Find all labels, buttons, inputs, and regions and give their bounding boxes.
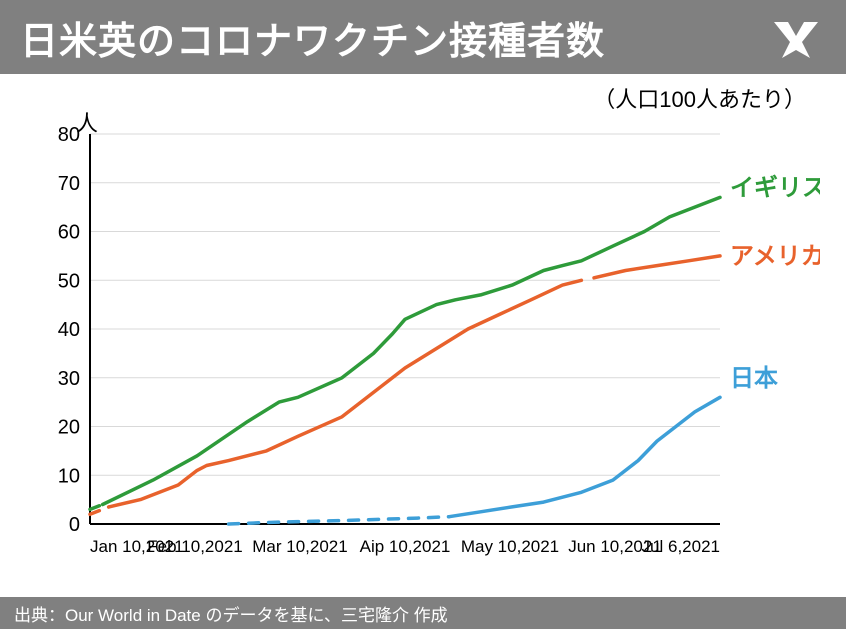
series-line-uk: [90, 505, 103, 510]
source-text: 出典：Our World in Date のデータを基に、三宅隆介 作成: [14, 601, 448, 626]
x-tick-label: Mar 10,2021: [252, 537, 347, 556]
x-tick-label: Aip 10,2021: [360, 537, 451, 556]
y-tick-label: 50: [58, 270, 80, 292]
x-tick-label: May 10,2021: [461, 537, 559, 556]
series-line-usa: [109, 280, 582, 507]
line-chart: 01020304050607080Jan 10,2021Feb 10,2021M…: [30, 120, 820, 570]
series-line-uk: [103, 197, 720, 504]
subtitle: （人口100人あたり）: [593, 82, 806, 114]
series-line-japan: [449, 397, 720, 516]
y-tick-label: 10: [58, 465, 80, 487]
y-tick-label: 70: [58, 173, 80, 195]
series-line-japan: [229, 517, 450, 524]
y-tick-label: 30: [58, 368, 80, 390]
y-tick-label: 40: [58, 319, 80, 341]
y-tick-label: 80: [58, 124, 80, 146]
header-bar: 日米英のコロナワクチン接種者数: [0, 0, 846, 74]
footer-bar: 出典：Our World in Date のデータを基に、三宅隆介 作成: [0, 597, 846, 629]
series-label-japan: 日本: [730, 365, 778, 392]
y-tick-label: 20: [58, 417, 80, 439]
x-tick-label: Feb 10,2021: [147, 537, 242, 556]
y-tick-label: 60: [58, 222, 80, 244]
page-title: 日米英のコロナワクチン接種者数: [20, 10, 605, 65]
chart-area: 01020304050607080Jan 10,2021Feb 10,2021M…: [30, 120, 820, 570]
y-tick-label: 0: [69, 514, 80, 536]
series-label-usa: アメリカ: [730, 243, 820, 270]
series-line-usa: [594, 256, 720, 278]
logo-icon: [766, 12, 826, 62]
x-tick-label: Jul 6,2021: [642, 537, 720, 556]
series-label-uk: イギリス: [730, 175, 820, 202]
